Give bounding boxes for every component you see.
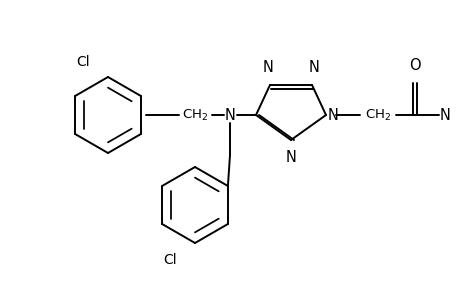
Text: O: O xyxy=(409,58,420,73)
Text: N: N xyxy=(285,150,296,165)
Text: N: N xyxy=(224,107,235,122)
Text: Cl: Cl xyxy=(76,55,90,69)
Text: CH$_2$: CH$_2$ xyxy=(364,107,390,123)
Text: N: N xyxy=(327,107,338,122)
Text: N: N xyxy=(308,60,319,75)
Text: Cl: Cl xyxy=(163,253,177,267)
Text: CH$_2$: CH$_2$ xyxy=(181,107,207,123)
Text: N: N xyxy=(439,107,449,122)
Text: N: N xyxy=(262,60,273,75)
